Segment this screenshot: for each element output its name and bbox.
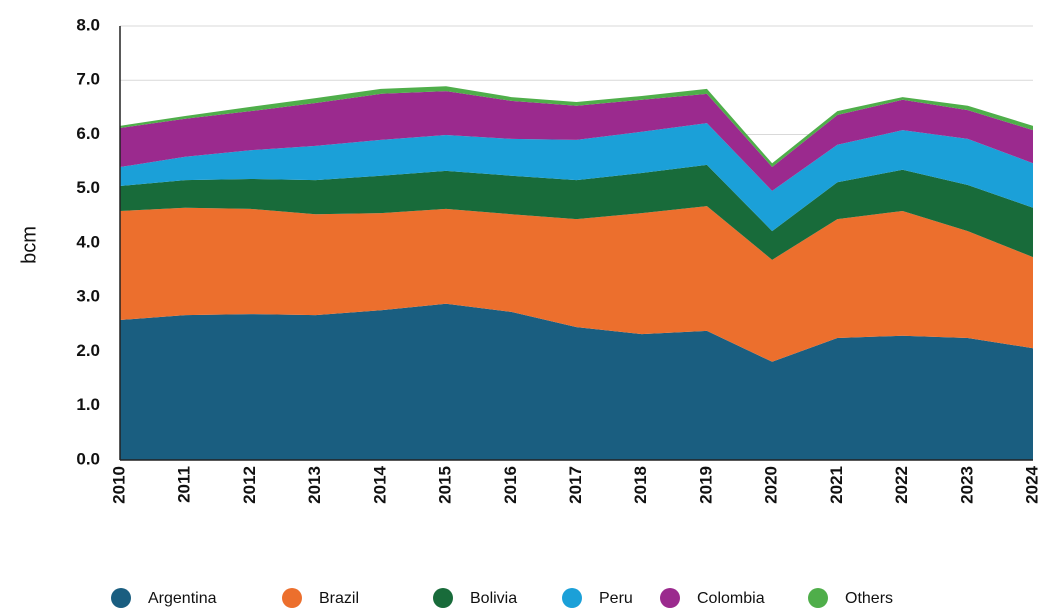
area: [120, 164, 1033, 260]
y-tick-label: 5.0: [76, 178, 100, 197]
x-tick-label: 2016: [501, 466, 520, 504]
legend-label: Others: [845, 590, 893, 607]
x-tick-label: 2012: [240, 466, 259, 504]
x-tick-label: 2023: [957, 466, 976, 504]
y-tick-label: 8.0: [76, 15, 100, 34]
y-tick-label: 3.0: [76, 287, 100, 306]
x-tick-label: 2019: [696, 466, 715, 504]
y-axis-label: bcm: [18, 226, 40, 264]
legend-label: Peru: [599, 590, 633, 607]
area: [120, 123, 1033, 232]
x-tick-label: 2013: [305, 466, 324, 504]
x-tick-label: 2018: [631, 466, 650, 504]
area: [120, 206, 1033, 362]
legend-swatch: [808, 588, 828, 608]
x-tick-label: 2017: [566, 466, 585, 504]
area: [120, 91, 1033, 191]
legend-swatch: [111, 588, 131, 608]
area: [120, 303, 1033, 460]
x-tick-label: 2011: [175, 466, 194, 503]
legend-label: Colombia: [697, 590, 765, 607]
legend-label: Bolivia: [470, 590, 517, 607]
area: [120, 86, 1033, 168]
legend-swatch: [282, 588, 302, 608]
x-tick-label: 2021: [827, 466, 846, 504]
legend-label: Argentina: [148, 590, 217, 607]
legend-swatch: [562, 588, 582, 608]
x-tick-label: 2020: [762, 466, 781, 504]
x-tick-label: 2015: [436, 466, 455, 504]
x-tick-label: 2022: [892, 466, 911, 504]
y-tick-label: 7.0: [76, 70, 100, 89]
legend-swatch: [660, 588, 680, 608]
x-tick-label: 2010: [109, 466, 128, 504]
y-tick-label: 1.0: [76, 395, 100, 414]
x-tick-label: 2014: [370, 465, 389, 503]
legend-label: Brazil: [319, 590, 359, 607]
y-tick-label: 0.0: [76, 449, 100, 468]
legend-swatch: [433, 588, 453, 608]
y-tick-label: 6.0: [76, 124, 100, 143]
y-tick-label: 4.0: [76, 232, 100, 251]
y-tick-label: 2.0: [76, 341, 100, 360]
x-tick-label: 2024: [1022, 465, 1040, 503]
